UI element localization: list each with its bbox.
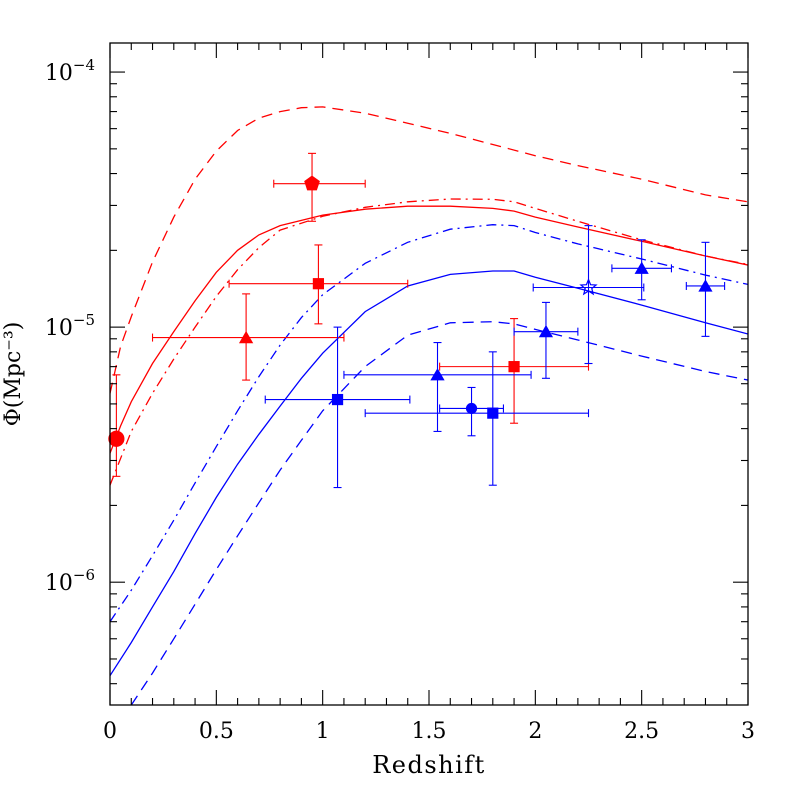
blue-triangle-marker xyxy=(430,368,445,381)
blue-square-marker xyxy=(487,407,499,419)
data-markers xyxy=(108,175,713,447)
y-tick-label: 10−5 xyxy=(45,311,95,341)
y-tick-base: 10 xyxy=(45,571,73,596)
y-tick-label: 10−6 xyxy=(45,566,95,596)
model-curves xyxy=(110,106,748,705)
y-tick-exponent: −5 xyxy=(73,311,95,329)
curve-blue-solid xyxy=(110,270,748,677)
plot-frame xyxy=(109,42,749,706)
red-square-marker xyxy=(508,361,520,373)
blue-triangle-marker xyxy=(538,324,554,338)
red-circle-marker xyxy=(108,430,125,447)
error-bars xyxy=(112,152,726,489)
curve-blue-dashdot xyxy=(110,224,748,623)
curve-red-dashdot xyxy=(110,198,748,486)
blue-circle-marker xyxy=(465,402,478,415)
x-tick-label: 2.5 xyxy=(624,719,659,744)
red-pentagon-marker xyxy=(304,175,320,191)
y-tick-label: 10−4 xyxy=(45,56,95,86)
x-tick-label: 3 xyxy=(741,719,755,744)
x-tick-label: 1 xyxy=(316,719,330,744)
y-tick-exponent: −4 xyxy=(73,56,95,74)
y-tick-exponent: −6 xyxy=(73,566,95,584)
x-tick-label: 2 xyxy=(528,719,542,744)
x-tick-label: 0.5 xyxy=(199,719,234,744)
y-tick-base: 10 xyxy=(45,316,73,341)
curve-blue-dashed xyxy=(130,321,748,705)
x-tick-label: 0 xyxy=(103,719,117,744)
y-tick-base: 10 xyxy=(45,61,73,86)
blue-star-marker xyxy=(579,277,598,296)
blue-triangle-marker xyxy=(698,279,713,292)
blue-square-marker xyxy=(331,393,344,406)
x-tick-label: 1.5 xyxy=(412,719,447,744)
y-axis-label: Φ(Mpc⁻³) xyxy=(1,322,26,427)
red-square-marker xyxy=(312,278,325,290)
axes: 0 0.5 1 1.5 2 2.5 310−610−510−4 xyxy=(45,43,755,744)
blue-triangle-marker xyxy=(634,261,649,274)
curve-red-dashed xyxy=(110,106,748,394)
x-axis-label: Redshift xyxy=(372,751,486,779)
red-triangle-marker xyxy=(238,330,254,344)
curve-red-solid xyxy=(110,205,748,454)
